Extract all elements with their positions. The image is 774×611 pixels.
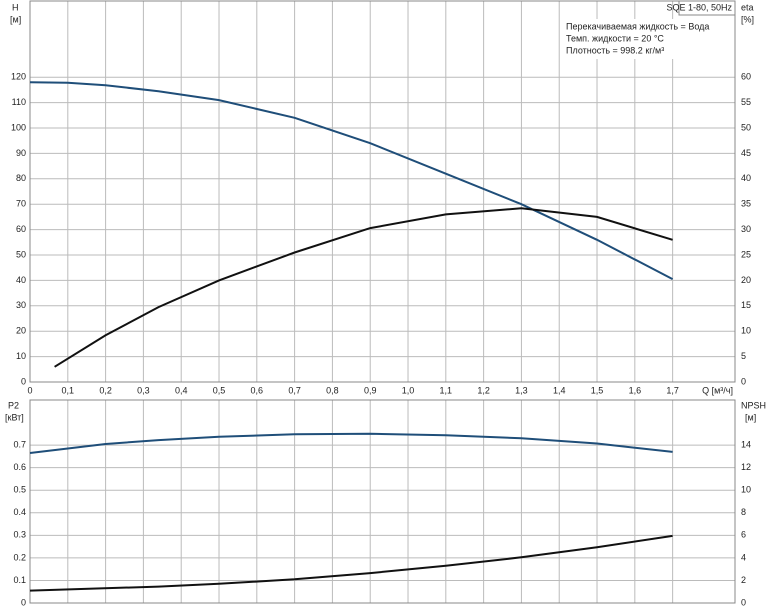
x-tick-label: 0,3 xyxy=(137,385,150,395)
y2-tick-label: 10 xyxy=(741,326,751,336)
x-tick-label: 0,8 xyxy=(326,385,339,395)
y-unit: [м] xyxy=(10,14,21,24)
y-label: H xyxy=(12,2,19,12)
x-label: Q [м³/ч] xyxy=(702,385,733,395)
curve xyxy=(29,432,673,454)
y-tick-label: 0.7 xyxy=(13,439,26,449)
x-tick-label: 0,5 xyxy=(213,385,226,395)
x-tick-label: 0,6 xyxy=(251,385,264,395)
y-tick-label: 0.5 xyxy=(13,485,26,495)
y-tick-label: 0 xyxy=(21,597,26,607)
y2-label: eta xyxy=(741,2,754,12)
y-tick-label: 0 xyxy=(21,376,26,386)
y2-unit: [м] xyxy=(745,412,756,422)
y-tick-label: 90 xyxy=(16,148,26,158)
y2-tick-label: 0 xyxy=(741,597,746,607)
x-tick-label: 0 xyxy=(27,385,32,395)
y2-tick-label: 2 xyxy=(741,575,746,585)
y-tick-label: 0.2 xyxy=(13,552,26,562)
curve xyxy=(29,534,673,592)
x-tick-label: 0,1 xyxy=(62,385,75,395)
y2-tick-label: 60 xyxy=(741,72,751,82)
x-tick-label: 0,2 xyxy=(99,385,112,395)
x-tick-label: 1,5 xyxy=(591,385,604,395)
chart-title: SQE 1-80, 50Hz xyxy=(666,2,732,12)
y2-tick-label: 35 xyxy=(741,199,751,209)
y-tick-label: 50 xyxy=(16,249,26,259)
y-tick-label: 80 xyxy=(16,173,26,183)
y2-tick-label: 45 xyxy=(741,148,751,158)
y-unit: [кВт] xyxy=(5,412,24,422)
y2-tick-label: 20 xyxy=(741,275,751,285)
y-tick-label: 110 xyxy=(12,97,26,107)
y2-unit: [%] xyxy=(741,14,754,24)
plot-frame xyxy=(29,399,736,604)
curve xyxy=(29,81,674,280)
y2-tick-label: 8 xyxy=(741,507,746,517)
y-tick-label: 40 xyxy=(16,275,26,285)
x-tick-label: 1,4 xyxy=(553,385,566,395)
x-tick-label: 0,4 xyxy=(175,385,188,395)
y2-tick-label: 0 xyxy=(741,376,746,386)
y2-tick-label: 40 xyxy=(741,173,751,183)
x-tick-label: 1,0 xyxy=(402,385,415,395)
y2-tick-label: 5 xyxy=(741,351,746,361)
y-tick-label: 0.6 xyxy=(13,462,26,472)
y2-tick-label: 14 xyxy=(741,439,751,449)
y2-tick-label: 30 xyxy=(741,224,751,234)
y-tick-label: 0.3 xyxy=(13,530,26,540)
y-tick-label: 60 xyxy=(16,224,26,234)
y2-tick-label: 25 xyxy=(741,249,751,259)
title-box xyxy=(678,0,736,16)
y-tick-label: 0.1 xyxy=(13,575,26,585)
y-tick-label: 70 xyxy=(16,199,26,209)
x-tick-label: 0,9 xyxy=(364,385,377,395)
x-tick-label: 0,7 xyxy=(288,385,301,395)
y2-tick-label: 6 xyxy=(741,530,746,540)
annotation: Плотность = 998.2 кг/м³ xyxy=(566,45,664,55)
x-tick-label: 1,7 xyxy=(666,385,679,395)
x-tick-label: 1,6 xyxy=(629,385,642,395)
info-box xyxy=(560,19,732,59)
y-tick-label: 10 xyxy=(16,351,26,361)
x-tick-label: 1,3 xyxy=(515,385,528,395)
y2-tick-label: 15 xyxy=(741,300,751,310)
y-tick-label: 120 xyxy=(11,72,26,82)
y2-tick-label: 50 xyxy=(741,122,751,132)
y2-tick-label: 10 xyxy=(741,485,751,495)
y-tick-label: 100 xyxy=(11,122,26,132)
x-tick-label: 1,1 xyxy=(440,385,453,395)
annotation: Темп. жидкости = 20 °C xyxy=(566,33,664,43)
y2-tick-label: 12 xyxy=(741,462,751,472)
y2-tick-label: 55 xyxy=(741,97,751,107)
y-tick-label: 0.4 xyxy=(13,507,26,517)
annotation: Перекачиваемая жидкость = Вода xyxy=(566,21,709,31)
y2-label: NPSH xyxy=(741,400,766,410)
y2-tick-label: 4 xyxy=(741,552,746,562)
y-tick-label: 20 xyxy=(16,326,26,336)
x-tick-label: 1,2 xyxy=(477,385,490,395)
y-label: P2 xyxy=(8,400,19,410)
curve xyxy=(54,207,673,368)
plot-frame xyxy=(29,0,736,383)
y-tick-label: 30 xyxy=(16,300,26,310)
